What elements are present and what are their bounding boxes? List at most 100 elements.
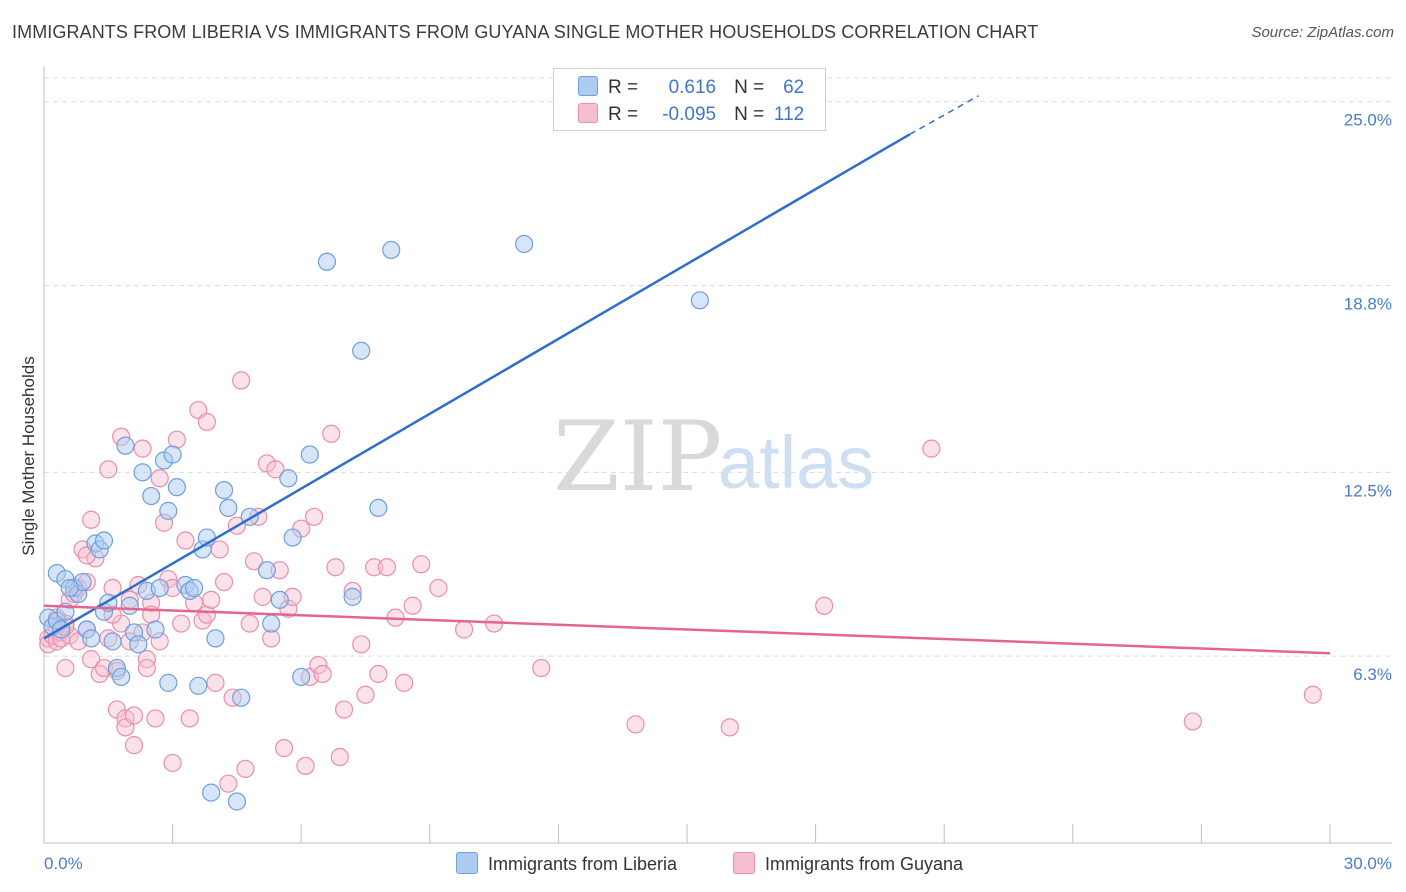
guyana-point (133, 439, 152, 458)
y-axis-label: Single Mother Households (19, 356, 38, 555)
liberia-point (515, 234, 534, 254)
liberia-point (103, 632, 122, 651)
guyana-point (150, 469, 169, 488)
gridlines (44, 77, 1392, 657)
liberia-point (60, 578, 79, 598)
guyana-point (304, 507, 324, 526)
liberia-point (283, 528, 302, 547)
guyana-point (309, 655, 328, 675)
liberia-point (219, 498, 238, 518)
legend-n-value: 112 (773, 104, 805, 125)
series-liberia-points (39, 234, 709, 811)
guyana-point (176, 531, 195, 550)
liberia-point (317, 252, 337, 271)
guyana-point (163, 753, 182, 773)
liberia-point (206, 629, 225, 648)
liberia-legend-label: Immigrants from Liberia (488, 854, 678, 874)
guyana-point (313, 664, 332, 684)
liberia-point (133, 463, 152, 482)
liberia-point (343, 587, 362, 606)
guyana-point (124, 736, 144, 755)
trend-lines (43, 95, 1331, 655)
legend-r-label: R = (608, 104, 639, 125)
guyana-point (124, 706, 144, 725)
guyana-point (99, 460, 118, 479)
guyana-point (394, 673, 414, 692)
guyana-point (240, 614, 259, 633)
liberia-trend-extension (909, 95, 979, 135)
guyana-point (214, 572, 234, 592)
legend-n-label: N = (734, 77, 765, 98)
liberia-point (129, 635, 148, 654)
guyana-point (922, 439, 941, 458)
liberia-trend-line (43, 133, 911, 640)
guyana-point (1183, 712, 1202, 731)
guyana-point (146, 709, 165, 728)
liberia-point (300, 445, 319, 464)
guyana-legend-label: Immigrants from Guyana (765, 854, 964, 874)
liberia-point (82, 629, 101, 648)
guyana-point (532, 658, 551, 678)
liberia-swatch (578, 76, 598, 96)
chart-title: IMMIGRANTS FROM LIBERIA VS IMMIGRANTS FR… (12, 22, 1039, 42)
liberia-point (690, 291, 709, 310)
guyana-point (274, 739, 294, 758)
y-tick-label: 6.3% (1353, 665, 1392, 684)
legend-r-value: 0.616 (668, 77, 717, 98)
axes (43, 66, 1392, 844)
liberia-point (262, 614, 281, 633)
liberia-point (369, 498, 388, 518)
guyana-point (322, 424, 341, 443)
guyana-point (454, 620, 474, 639)
guyana-point (232, 371, 251, 390)
guyana-point (720, 718, 739, 737)
watermark: ZIP atlas (553, 401, 874, 513)
bottom-legend-guyana: Immigrants from Guyana (733, 852, 963, 875)
correlation-legend: R = 0.616 N = 62 R = -0.095 N = 112 (553, 68, 826, 131)
legend-n-label: N = (734, 104, 765, 125)
liberia-point (167, 478, 186, 497)
guyana-point (352, 635, 371, 654)
guyana-point (356, 685, 375, 704)
y-tick-label: 12.5% (1344, 481, 1392, 500)
guyana-point (330, 747, 349, 767)
liberia-point (292, 667, 311, 687)
liberia-point (159, 501, 178, 520)
x-tick-label: 0.0% (44, 854, 83, 873)
liberia-point (142, 486, 161, 506)
guyana-point (403, 596, 422, 615)
guyana-legend-swatch (733, 852, 755, 874)
liberia-legend-swatch (456, 852, 478, 874)
guyana-point (296, 756, 315, 776)
guyana-point (364, 558, 384, 577)
liberia-point (382, 240, 401, 260)
liberia-point (279, 469, 298, 488)
guyana-point (326, 558, 345, 577)
watermark-atlas: atlas (718, 421, 874, 504)
legend-r-value: -0.095 (662, 104, 717, 125)
liberia-point (270, 590, 289, 609)
guyana-point (253, 587, 272, 606)
guyana-point (137, 658, 156, 678)
guyana-point (815, 596, 834, 615)
liberia-point (227, 792, 246, 811)
tick-labels: 6.3% 12.5% 18.8% 25.0% 0.0% 30.0% (44, 111, 1392, 873)
guyana-point (369, 664, 388, 684)
guyana-point (334, 700, 354, 719)
liberia-point (202, 783, 221, 802)
liberia-point (352, 341, 371, 360)
guyana-point (429, 578, 448, 598)
guyana-point (244, 552, 264, 571)
guyana-swatch (578, 103, 598, 123)
guyana-point (626, 715, 645, 734)
liberia-point (163, 445, 182, 464)
liberia-point (214, 481, 234, 500)
bottom-legend-liberia: Immigrants from Liberia (456, 852, 677, 875)
guyana-point (1303, 685, 1322, 704)
guyana-point (180, 709, 199, 728)
liberia-point (184, 578, 204, 598)
guyana-point (202, 590, 221, 609)
guyana-point (377, 558, 397, 577)
legend-r-label: R = (608, 77, 639, 98)
